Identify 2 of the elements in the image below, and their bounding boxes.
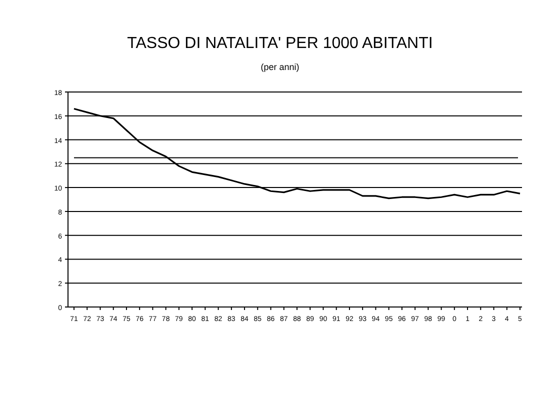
chart-subtitle: (per anni) <box>260 62 300 72</box>
chart-title: TASSO DI NATALITA' PER 1000 ABITANTI <box>127 35 433 52</box>
